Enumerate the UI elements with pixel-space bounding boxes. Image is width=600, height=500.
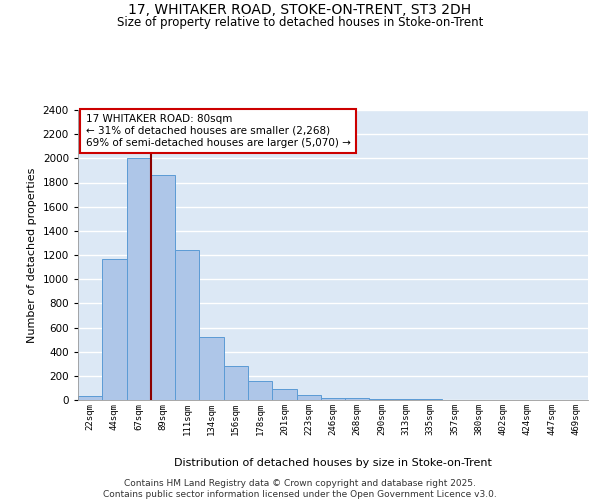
Text: Contains HM Land Registry data © Crown copyright and database right 2025.: Contains HM Land Registry data © Crown c… [124, 479, 476, 488]
Bar [151, 176, 175, 400]
Bar [127, 158, 151, 400]
Bar [78, 396, 102, 400]
Bar [199, 337, 224, 400]
Bar [345, 398, 370, 400]
Bar [272, 389, 296, 400]
Bar [224, 366, 248, 400]
Bar [370, 399, 394, 400]
Text: Contains public sector information licensed under the Open Government Licence v3: Contains public sector information licen… [103, 490, 497, 499]
Bar [102, 258, 127, 400]
Text: Distribution of detached houses by size in Stoke-on-Trent: Distribution of detached houses by size … [174, 458, 492, 468]
Text: 17 WHITAKER ROAD: 80sqm
← 31% of detached houses are smaller (2,268)
69% of semi: 17 WHITAKER ROAD: 80sqm ← 31% of detache… [86, 114, 350, 148]
Y-axis label: Number of detached properties: Number of detached properties [27, 168, 37, 342]
Bar [296, 395, 321, 400]
Text: 17, WHITAKER ROAD, STOKE-ON-TRENT, ST3 2DH: 17, WHITAKER ROAD, STOKE-ON-TRENT, ST3 2… [128, 2, 472, 16]
Bar [175, 250, 199, 400]
Text: Size of property relative to detached houses in Stoke-on-Trent: Size of property relative to detached ho… [117, 16, 483, 29]
Bar [248, 382, 272, 400]
Bar [321, 398, 345, 400]
